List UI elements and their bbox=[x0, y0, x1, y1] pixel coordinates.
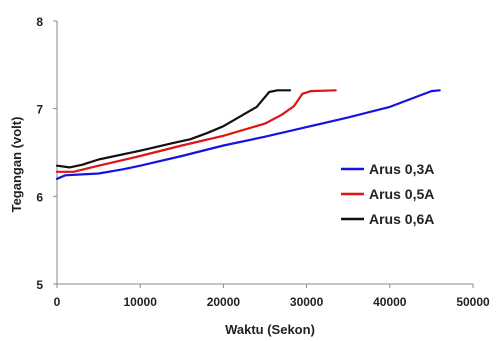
legend-label: Arus 0,5A bbox=[369, 186, 434, 202]
y-tick-label: 7 bbox=[36, 103, 43, 117]
plot-area: 0 10000 20000 30000 40000 50000 5 6 7 8 bbox=[36, 15, 490, 309]
series-line bbox=[55, 89, 337, 173]
y-tick-label: 5 bbox=[36, 278, 43, 292]
x-ticks: 0 10000 20000 30000 40000 50000 bbox=[54, 284, 490, 309]
x-tick-label: 0 bbox=[54, 295, 61, 309]
y-tick-label: 6 bbox=[36, 190, 43, 204]
x-tick-label: 20000 bbox=[207, 295, 241, 309]
x-tick-label: 10000 bbox=[124, 295, 158, 309]
x-axis-title: Waktu (Sekon) bbox=[225, 322, 315, 337]
legend-label: Arus 0,6A bbox=[369, 211, 434, 227]
x-tick-label: 30000 bbox=[290, 295, 324, 309]
x-tick-label: 40000 bbox=[373, 295, 407, 309]
series-line bbox=[55, 89, 292, 169]
y-ticks: 5 6 7 8 bbox=[36, 15, 57, 292]
x-tick-label: 50000 bbox=[456, 295, 490, 309]
legend-label: Arus 0,3A bbox=[369, 161, 434, 177]
y-tick-label: 8 bbox=[36, 15, 43, 29]
series-lines bbox=[55, 89, 441, 180]
y-axis-title: Tegangan (volt) bbox=[9, 117, 24, 213]
legend: Arus 0,3A Arus 0,5A Arus 0,6A bbox=[341, 161, 434, 227]
series-line bbox=[55, 89, 441, 180]
